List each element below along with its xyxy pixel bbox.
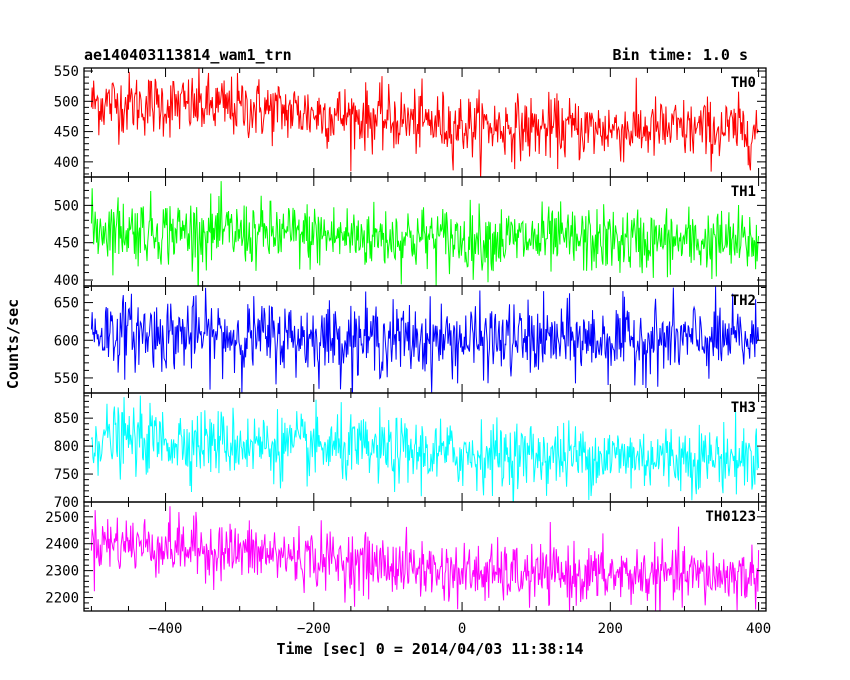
x-tick-label: 0 xyxy=(458,621,466,637)
panel-label-th1: TH1 xyxy=(731,184,756,200)
series-line-th2 xyxy=(90,286,760,393)
y-tick-label-th1: 450 xyxy=(54,236,79,252)
series-line-th3 xyxy=(90,395,760,502)
panel-label-th3: TH3 xyxy=(731,400,756,416)
panels-group: 400 450 500 550 TH0 400 450 500 TH1 550 600 650 TH2 7… xyxy=(45,64,771,637)
y-tick-label-th0123: 2200 xyxy=(45,591,79,607)
y-tick-label-th2: 600 xyxy=(54,333,79,349)
y-tick-label-th1: 400 xyxy=(54,273,79,289)
chart-title: ae140403113814_wam1_trn xyxy=(84,46,292,64)
panel-label-th0123: TH0123 xyxy=(705,509,756,525)
y-tick-label-th3: 750 xyxy=(54,467,79,483)
y-tick-label-th2: 650 xyxy=(54,296,79,312)
y-axis-label: Counts/sec xyxy=(4,299,22,389)
y-tick-label-th0123: 2400 xyxy=(45,537,79,553)
x-tick-label: −200 xyxy=(297,621,331,637)
x-axis-label: Time [sec] 0 = 2014/04/03 11:38:14 xyxy=(276,640,583,658)
y-tick-label-th0: 550 xyxy=(54,64,79,80)
x-tick-label: 400 xyxy=(746,621,771,637)
y-tick-label-th3: 700 xyxy=(54,495,79,511)
y-tick-label-th0: 400 xyxy=(54,155,79,171)
y-tick-label-th1: 500 xyxy=(54,198,79,214)
series-line-th0 xyxy=(90,68,760,177)
y-tick-label-th0123: 2300 xyxy=(45,564,79,580)
x-tick-label: −400 xyxy=(149,621,183,637)
panel-label-th2: TH2 xyxy=(731,293,756,309)
chart-subtitle: Bin time: 1.0 s xyxy=(613,46,748,64)
panel-label-th0: TH0 xyxy=(731,75,756,91)
y-tick-label-th3: 800 xyxy=(54,439,79,455)
y-tick-label-th0123: 2500 xyxy=(45,510,79,526)
series-line-th1 xyxy=(90,181,760,286)
y-tick-label-th0: 500 xyxy=(54,94,79,110)
y-tick-label-th2: 550 xyxy=(54,371,79,387)
x-tick-label: 200 xyxy=(598,621,623,637)
y-tick-label-th3: 850 xyxy=(54,411,79,427)
y-tick-label-th0: 450 xyxy=(54,125,79,141)
series-line-th0123 xyxy=(90,506,760,611)
